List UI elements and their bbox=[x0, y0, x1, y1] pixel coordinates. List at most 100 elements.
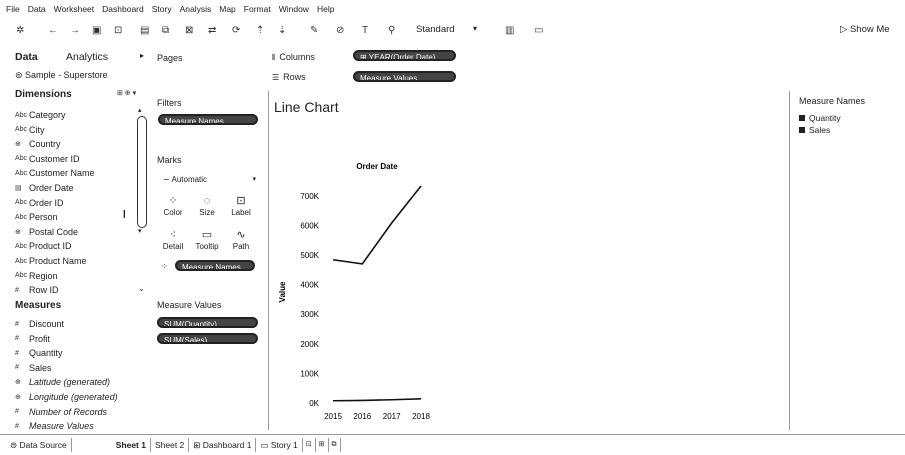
datasource-item[interactable]: ⊜ Sample - Superstore bbox=[15, 70, 108, 81]
dimension-field[interactable]: Abc Product ID bbox=[15, 239, 72, 253]
menu-item-help[interactable]: Help bbox=[316, 3, 335, 14]
field-label: City bbox=[29, 124, 45, 135]
legend-item-quantity[interactable]: Quantity bbox=[799, 112, 899, 124]
scroll-up-icon[interactable]: ▴ bbox=[138, 107, 142, 114]
sort-descending-icon[interactable]: ⇣ bbox=[278, 25, 287, 36]
chart-title: Line Chart bbox=[274, 99, 339, 115]
presentation-icon[interactable]: ▭ bbox=[534, 25, 544, 36]
measure-field[interactable]: # Discount bbox=[15, 317, 64, 331]
menu-item-file[interactable]: File bbox=[6, 3, 20, 14]
tab-analytics[interactable]: Analytics bbox=[66, 51, 109, 63]
mark-button-label[interactable]: ⊡ Label bbox=[226, 194, 256, 217]
menu-item-dashboard[interactable]: Dashboard bbox=[102, 3, 144, 14]
y-tick-label: 700K bbox=[300, 192, 319, 201]
dimension-field[interactable]: Abc Person bbox=[15, 210, 58, 224]
filter-pill-measure-names[interactable]: Measure Names bbox=[158, 114, 258, 125]
mv-pill-sales[interactable]: SUM(Sales) bbox=[157, 333, 258, 344]
mark-button-size[interactable]: ◌ Size bbox=[192, 194, 222, 217]
mv-pill-quantity[interactable]: SUM(Quantity) bbox=[157, 317, 258, 328]
pane-menu-icon[interactable]: ▸ bbox=[140, 51, 145, 60]
pin-icon[interactable]: ⚲ bbox=[388, 25, 396, 36]
tab-story-1[interactable]: ▭ Story 1 bbox=[256, 438, 303, 452]
tab-data[interactable]: Data bbox=[15, 51, 38, 63]
scrollbar[interactable] bbox=[137, 116, 147, 228]
group-icon[interactable]: ⊘ bbox=[336, 25, 345, 36]
chevron-down-icon[interactable]: ▾ bbox=[473, 24, 478, 33]
mark-button-detail[interactable]: ⁖ Detail bbox=[158, 228, 188, 251]
dimension-field[interactable]: ▤ Order Date bbox=[15, 181, 74, 195]
chevron-down-icon[interactable]: ⌄ bbox=[138, 284, 145, 293]
field-label: Country bbox=[29, 139, 61, 150]
tab-sheet-2[interactable]: Sheet 2 bbox=[151, 438, 190, 452]
measure-field[interactable]: # Profit bbox=[15, 332, 50, 346]
new-story-icon[interactable]: ⧉ bbox=[329, 438, 341, 452]
mark-button-path[interactable]: ∿ Path bbox=[226, 228, 256, 251]
measure-field[interactable]: # Measure Values bbox=[15, 419, 94, 433]
marks-pill-measure-names[interactable]: Measure Names bbox=[175, 260, 255, 271]
measure-field[interactable]: # Sales bbox=[15, 361, 52, 375]
rows-icon: ☰ bbox=[272, 73, 280, 82]
new-dashboard-icon[interactable]: ⊞ bbox=[316, 438, 329, 452]
menu-item-story[interactable]: Story bbox=[151, 3, 172, 14]
dimension-field[interactable]: Abc City bbox=[15, 123, 45, 137]
menu-item-format[interactable]: Format bbox=[243, 3, 271, 14]
undo-icon[interactable]: ← bbox=[48, 25, 58, 36]
dimension-field[interactable]: Abc Product Name bbox=[15, 254, 87, 268]
view-canvas[interactable]: Line Chart Order Date Value 0K 100K 200K 300K… bbox=[268, 91, 790, 430]
menu-item-map[interactable]: Map bbox=[219, 3, 236, 14]
field-type-icon: Abc bbox=[15, 242, 28, 250]
dimension-field[interactable]: ⊕ Country bbox=[15, 137, 61, 151]
save-icon[interactable]: ▣ bbox=[92, 25, 102, 36]
dimensions-tools-icon[interactable]: ⊞ ⊕ ▾ bbox=[117, 90, 137, 97]
tab-label: Dashboard 1 bbox=[202, 440, 252, 450]
new-worksheet-icon[interactable]: ▤ bbox=[140, 25, 150, 36]
measure-field[interactable]: # Quantity bbox=[15, 346, 63, 360]
sort-ascending-icon[interactable]: ⇡ bbox=[256, 25, 265, 36]
menu-item-analysis[interactable]: Analysis bbox=[179, 3, 212, 14]
menu-item-data[interactable]: Data bbox=[27, 3, 46, 14]
measure-field[interactable]: ⊕ Latitude (generated) bbox=[15, 375, 110, 389]
dimension-field[interactable]: Abc Category bbox=[15, 108, 66, 122]
dimension-field[interactable]: ⊕ Postal Code bbox=[15, 225, 78, 239]
dimension-field[interactable]: Abc Customer ID bbox=[15, 152, 80, 166]
legend-item-sales[interactable]: Sales bbox=[799, 124, 899, 136]
story-icon: ▭ bbox=[260, 440, 271, 450]
menu-item-worksheet[interactable]: Worksheet bbox=[53, 3, 95, 14]
menu-item-window[interactable]: Window bbox=[278, 3, 309, 14]
measure-field[interactable]: ⊕ Longitude (generated) bbox=[15, 390, 118, 404]
dimension-field[interactable]: Abc Region bbox=[15, 269, 58, 283]
tab-dashboard-1[interactable]: ⊞ Dashboard 1 bbox=[189, 438, 257, 452]
line-chart[interactable]: Order Date Value 0K 100K 200K 300K 400K 500K 600… bbox=[269, 91, 791, 430]
field-type-icon: ⊕ bbox=[15, 379, 21, 387]
tab-data-source[interactable]: ⊜ Data Source bbox=[6, 438, 72, 452]
bar-chart-icon[interactable]: ▥ bbox=[505, 25, 515, 36]
refresh-icon[interactable]: ⟳ bbox=[232, 25, 241, 36]
rows-pill-measure-values[interactable]: Measure Values bbox=[353, 71, 456, 82]
dimension-field[interactable]: Abc Customer Name bbox=[15, 166, 95, 180]
measure-field[interactable]: # Number of Records bbox=[15, 405, 107, 419]
mark-button-color[interactable]: ⁘ Color bbox=[158, 194, 188, 217]
labels-icon[interactable]: T bbox=[362, 25, 369, 36]
mark-button-label: Size bbox=[199, 208, 215, 217]
mark-button-tooltip[interactable]: ▭ Tooltip bbox=[192, 228, 222, 251]
field-type-icon: Abc bbox=[15, 199, 28, 207]
mark-button-label: Label bbox=[231, 208, 251, 217]
new-datasource-icon[interactable]: ⊡ bbox=[114, 25, 123, 36]
dimension-field[interactable]: # Row ID bbox=[15, 283, 59, 297]
field-label: Customer ID bbox=[29, 153, 80, 164]
mark-type-dropdown[interactable]: ∼ Automatic ▾ bbox=[163, 175, 256, 184]
tab-sheet-1[interactable]: Sheet 1 bbox=[112, 438, 151, 452]
new-sheet-icon[interactable]: ⊡ bbox=[303, 438, 316, 452]
highlight-icon[interactable]: ✎ bbox=[310, 25, 319, 36]
swap-icon[interactable]: ⇄ bbox=[208, 25, 217, 36]
show-me-button[interactable]: ▷ Show Me bbox=[840, 24, 890, 35]
redo-icon[interactable]: → bbox=[70, 25, 80, 36]
duplicate-icon[interactable]: ⧉ bbox=[162, 25, 170, 36]
fit-dropdown[interactable]: Standard bbox=[416, 24, 455, 35]
dimension-field[interactable]: Abc Order ID bbox=[15, 196, 64, 210]
y-tick-label: 500K bbox=[300, 251, 319, 260]
clear-icon[interactable]: ⊠ bbox=[185, 25, 194, 36]
tableau-logo-icon[interactable]: ✲ bbox=[16, 25, 25, 36]
columns-pill-year-order-date[interactable]: ⊞ YEAR(Order Date) bbox=[353, 50, 456, 61]
scroll-down-icon[interactable]: ▾ bbox=[138, 228, 142, 235]
